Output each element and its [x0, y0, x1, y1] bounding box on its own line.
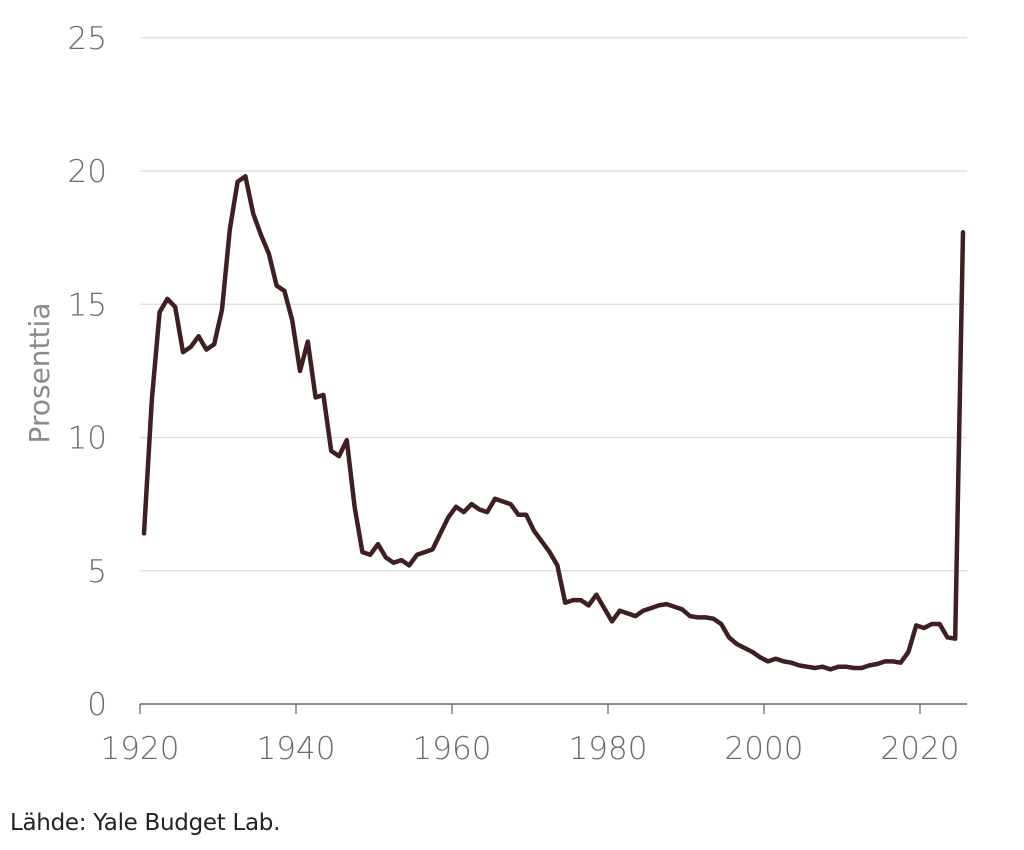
y-axis-title: Prosenttia [23, 303, 56, 444]
x-tick-label: 1980 [569, 731, 648, 767]
gridlines [140, 37, 967, 572]
y-axis-labels: 0 5 10 15 20 25 [68, 21, 107, 723]
x-axis-ticks [139, 704, 921, 714]
x-tick-label: 1960 [413, 731, 492, 767]
x-tick-label: 2020 [881, 731, 960, 767]
x-axis-labels: 1920 1940 1960 1980 2000 2020 [101, 731, 960, 767]
series-line [141, 174, 966, 672]
y-tick-label: 5 [87, 554, 107, 590]
source-note: Lähde: Yale Budget Lab. [10, 810, 281, 836]
y-tick-label: 20 [68, 154, 107, 190]
x-tick-label: 2000 [725, 731, 804, 767]
y-tick-label: 25 [68, 21, 107, 57]
y-tick-label: 10 [68, 421, 107, 457]
x-tick-label: 1940 [257, 731, 336, 767]
y-tick-label: 0 [87, 687, 107, 723]
y-tick-label: 15 [68, 287, 107, 323]
x-tick-label: 1920 [101, 731, 180, 767]
